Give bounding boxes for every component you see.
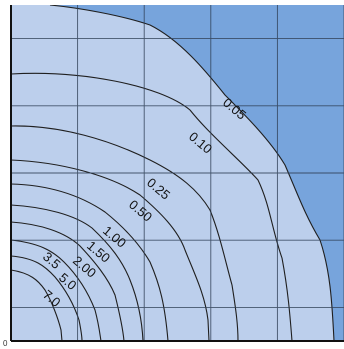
contour-line-7.0 — [11, 269, 63, 341]
contour-line-0.05 — [49, 5, 335, 341]
contour-line-3.5 — [11, 239, 102, 341]
contour-line-5.0 — [11, 255, 83, 341]
contour-line-0.50 — [11, 159, 210, 341]
contour-line-0.10 — [11, 72, 293, 341]
contour-line-1.50 — [11, 204, 144, 341]
contour-line-1.00 — [11, 183, 169, 341]
contour-line-0.25 — [11, 125, 239, 341]
origin-label: 0 — [3, 339, 8, 348]
contour-line-2.00 — [11, 221, 125, 341]
